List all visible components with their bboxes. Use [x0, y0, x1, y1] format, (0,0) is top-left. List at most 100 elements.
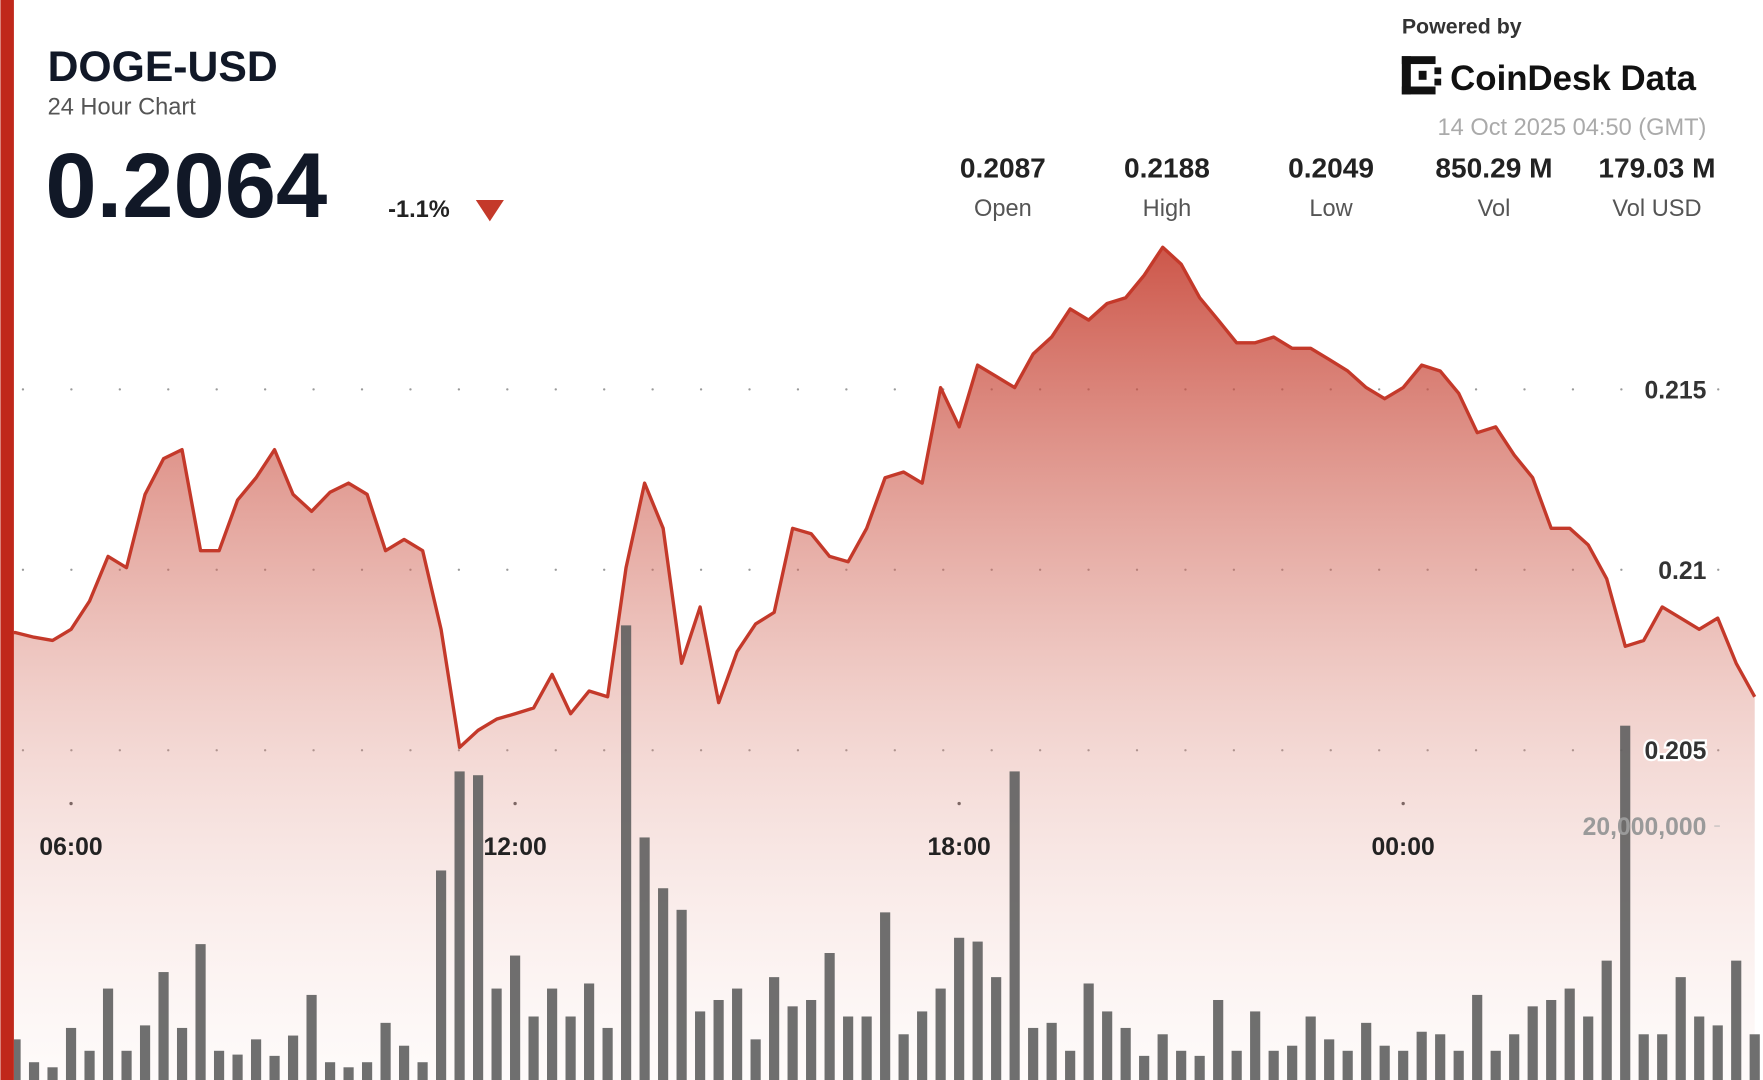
- volume-bar: [972, 941, 983, 1080]
- volume-bar: [1435, 1034, 1446, 1080]
- volume-bar: [1009, 771, 1020, 1080]
- volume-bar: [898, 1034, 909, 1080]
- volume-bar: [158, 972, 169, 1080]
- volume-bar: [398, 1045, 410, 1080]
- volume-bar: [1305, 1016, 1316, 1080]
- volume-bar: [639, 837, 650, 1080]
- volume-bar: [1453, 1050, 1464, 1080]
- volume-bar: [1250, 1011, 1261, 1080]
- volume-bar: [380, 1022, 391, 1080]
- volume-bar: [1398, 1050, 1409, 1080]
- volume-bar: [676, 909, 687, 1080]
- volume-bar: [1694, 1016, 1705, 1080]
- volume-bar: [695, 1011, 706, 1080]
- brand-logo: [1401, 56, 1442, 95]
- powered-by: Powered by: [1402, 15, 1522, 39]
- subtitle: 24 Hour Chart: [48, 95, 197, 121]
- x-tick-label: 12:00: [483, 834, 546, 861]
- brand: CoinDesk Data: [1450, 59, 1696, 98]
- volume-bar: [1712, 1025, 1723, 1080]
- volume-bar: [102, 988, 114, 1080]
- volume-bar: [621, 625, 632, 1080]
- y-tick-label: 0.21: [1658, 558, 1706, 585]
- volume-bar: [547, 988, 558, 1080]
- volume-bar: [491, 988, 502, 1080]
- volume-bar: [1638, 1034, 1649, 1080]
- stat-value: 0.2049: [1288, 153, 1374, 184]
- volume-bar: [417, 1062, 428, 1080]
- plot-area: [13, 245, 1760, 1080]
- volume-bar: [602, 1027, 613, 1080]
- volume-bar: [1287, 1045, 1298, 1080]
- volume-bar: [1546, 999, 1557, 1080]
- volume-bar: [1157, 1034, 1168, 1080]
- volume-bar: [1361, 1022, 1372, 1080]
- volume-bar: [1231, 1050, 1242, 1080]
- volume-bar: [1083, 983, 1094, 1080]
- volume-bar: [732, 988, 743, 1080]
- volume-bar: [1472, 994, 1483, 1080]
- volume-bar: [1028, 1027, 1039, 1080]
- volume-bar: [28, 1062, 40, 1080]
- x-tick-label: 00:00: [1372, 834, 1435, 861]
- volume-bar: [1342, 1050, 1353, 1080]
- x-tick-label: 18:00: [928, 834, 991, 861]
- volume-bar: [861, 1016, 872, 1080]
- volume-bar: [991, 977, 1002, 1080]
- volume-bar: [769, 977, 780, 1080]
- volume-bar: [306, 994, 317, 1080]
- y2-tick-label: 20,000,000: [1583, 814, 1707, 841]
- stat-value: 0.2087: [960, 153, 1046, 184]
- accent-strip: [0, 0, 14, 1080]
- volume-bar: [750, 1039, 761, 1080]
- down-arrow: [475, 200, 504, 222]
- volume-bar: [1509, 1034, 1520, 1080]
- stat-label: Open: [974, 196, 1032, 222]
- volume-bar: [121, 1050, 132, 1080]
- price-line: [13, 245, 1757, 750]
- volume-bar: [176, 1027, 188, 1080]
- volume-bar: [1046, 1022, 1057, 1080]
- x-tick-label: 06:00: [39, 834, 102, 861]
- volume-bar: [584, 983, 595, 1080]
- volume-bar: [954, 937, 965, 1080]
- volume-bar: [250, 1039, 262, 1080]
- volume-bar: [843, 1016, 854, 1080]
- volume-bar: [1102, 1011, 1113, 1080]
- volume-bar: [1213, 999, 1224, 1080]
- price-area: [13, 247, 1755, 1080]
- volume-bar: [324, 1062, 336, 1080]
- stats: 0.2087 Open 0.2188 High 0.2049 Low 850.2…: [960, 153, 1716, 222]
- volume-bar: [84, 1050, 95, 1080]
- volume-bar: [1564, 988, 1575, 1080]
- symbol: DOGE-USD: [48, 43, 278, 91]
- volume-bar: [1379, 1045, 1390, 1080]
- volume-bar: [510, 955, 521, 1080]
- price: 0.2064: [45, 134, 327, 237]
- volume-bar: [436, 870, 447, 1080]
- volume-bar: [935, 988, 946, 1080]
- volume-bar: [1176, 1050, 1187, 1080]
- volume-bar: [806, 999, 817, 1080]
- volume-bar: [1749, 1034, 1760, 1080]
- volume-bar: [232, 1054, 243, 1080]
- volume-bar: [1675, 977, 1686, 1080]
- stat-value: 850.29 M: [1435, 153, 1552, 184]
- volume-bar: [1490, 1050, 1501, 1080]
- volume-bar: [565, 1016, 576, 1080]
- volume-bar: [1065, 1050, 1076, 1080]
- volume-bar: [787, 1006, 798, 1080]
- volume-bar: [473, 775, 484, 1080]
- volume-bar: [269, 1055, 280, 1080]
- volume-bar: [917, 1011, 928, 1080]
- volume-bar: [528, 1016, 539, 1080]
- timestamp: 14 Oct 2025 04:50 (GMT): [1438, 115, 1707, 141]
- volume-bar: [213, 1050, 225, 1080]
- volume-bar: [1527, 1006, 1538, 1080]
- stat-label: High: [1143, 196, 1192, 222]
- volume-bar: [824, 953, 835, 1080]
- volume-bar: [1620, 725, 1631, 1080]
- volume-bar: [1601, 960, 1612, 1080]
